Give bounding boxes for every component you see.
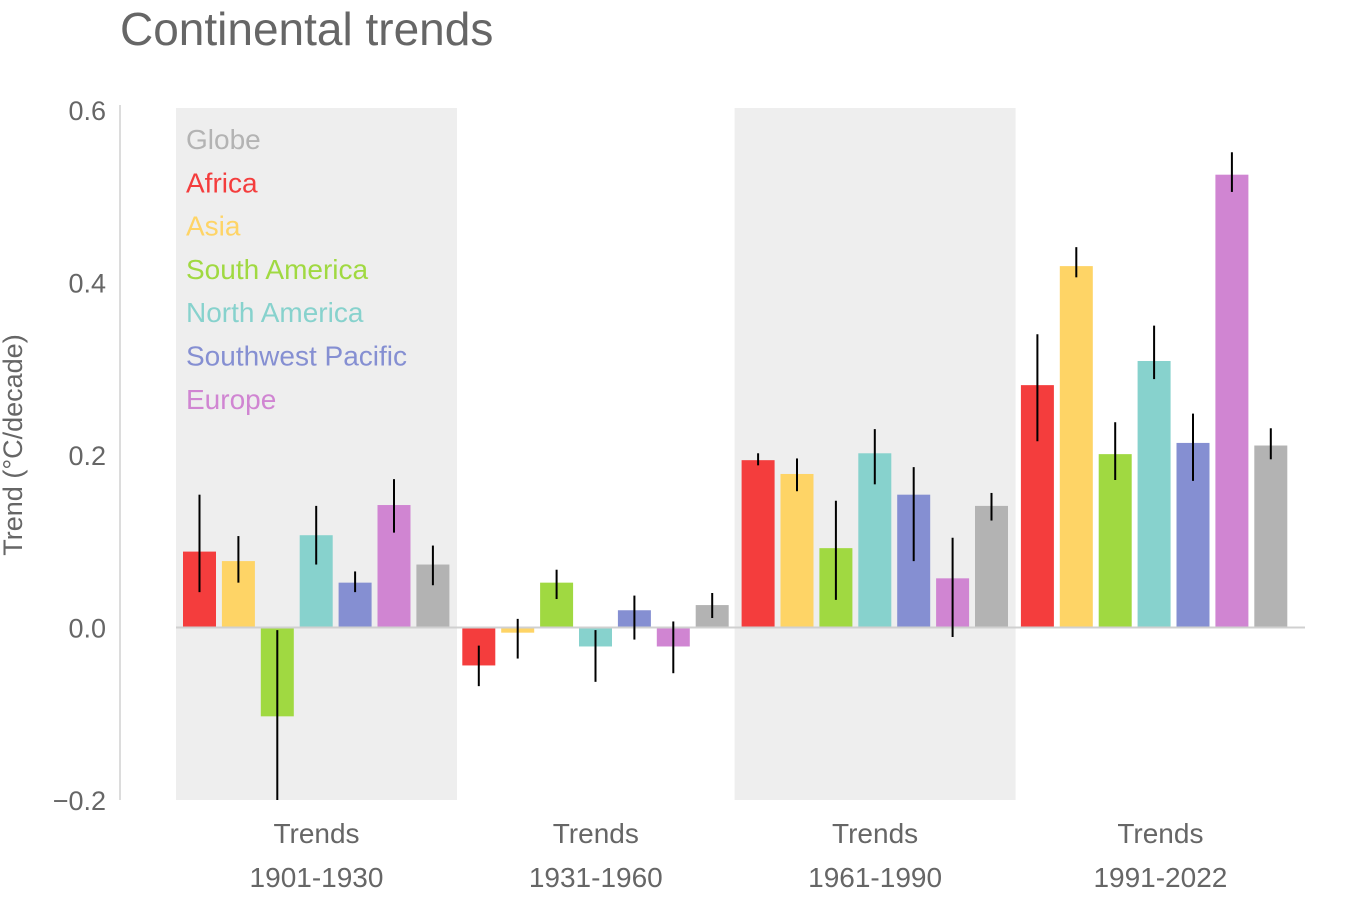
y-tick-label: 0.4 [68,269,106,299]
period-shade-1901-1930 [176,108,457,800]
y-ticks: −0.2 0.0 0.2 0.4 0.6 [53,96,106,816]
legend-item-globe: Globe [186,124,261,155]
bar-africa-1961-1990 [741,460,775,628]
bar-asia-1991-2022 [1059,266,1093,628]
bar-europe-1991-2022 [1215,174,1249,628]
bar-globe-1961-1990 [975,505,1008,628]
legend-item-asia: Asia [186,211,241,242]
x-label-trends: Trends [553,818,639,849]
y-axis-label: Trend (°C/decade) [0,334,28,555]
y-tick-label: −0.2 [53,786,106,816]
x-label-period: 1901-1930 [250,862,384,893]
x-label-period: 1961-1990 [808,862,942,893]
x-label-trends: Trends [1117,818,1203,849]
chart-title: Continental trends [120,3,494,55]
legend-item-europe: Europe [186,384,276,415]
x-label-period: 1991-2022 [1093,862,1227,893]
legend-item-southwest-pacific: Southwest Pacific [186,341,407,372]
legend-item-north-america: North America [186,297,364,328]
x-label-trends: Trends [832,818,918,849]
legend-item-south-america: South America [186,254,369,285]
x-label-trends: Trends [273,818,359,849]
y-tick-label: 0.6 [68,96,106,126]
period-shading [176,108,1016,800]
error-bars [198,152,1272,800]
x-labels: Trends 1901-1930 Trends 1931-1960 Trends 1961… [250,818,1228,893]
bar-globe-1991-2022 [1254,445,1288,628]
legend: Globe Africa Asia South America North Americ… [186,124,407,415]
x-label-period: 1931-1960 [529,862,663,893]
bar-asia-1961-1990 [780,473,814,628]
bar-north-america-1991-2022 [1137,360,1171,628]
y-tick-label: 0.0 [68,614,106,644]
legend-item-africa: Africa [186,167,258,198]
y-tick-label: 0.2 [68,441,106,471]
bar-south-america-1991-2022 [1098,454,1132,628]
